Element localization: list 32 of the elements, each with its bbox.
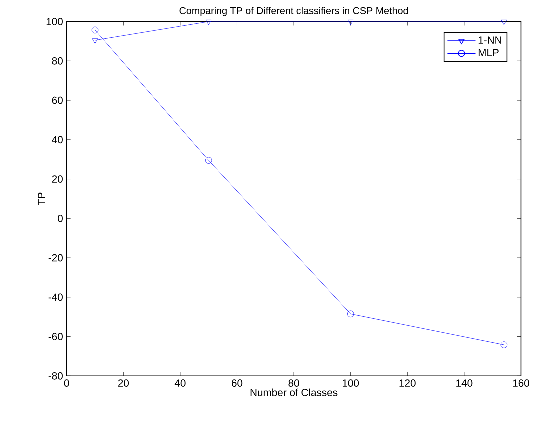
x-tick-label: 40 bbox=[174, 380, 186, 388]
y-tick-label: 0 bbox=[58, 215, 63, 223]
y-tick-label: -80 bbox=[48, 372, 63, 380]
y-axis-title: TP bbox=[38, 193, 46, 206]
x-tick-label: 0 bbox=[64, 380, 70, 388]
y-tick-label: -20 bbox=[48, 254, 63, 262]
legend-label: 1-NN bbox=[478, 36, 502, 44]
point bbox=[206, 20, 212, 26]
point bbox=[501, 20, 508, 26]
y-tick-label: 60 bbox=[52, 97, 63, 104]
point bbox=[205, 157, 212, 164]
x-tick-label: 100 bbox=[342, 380, 360, 388]
y-tick-label: 40 bbox=[52, 136, 63, 144]
point bbox=[348, 20, 354, 26]
y-tick-label: 20 bbox=[52, 176, 63, 184]
y-tick-label: -60 bbox=[48, 333, 63, 341]
x-tick-label: 160 bbox=[513, 380, 530, 388]
y-tick-label: 80 bbox=[52, 58, 63, 66]
x-axis-title: Number of Classes bbox=[250, 389, 338, 397]
x-tick-label: 140 bbox=[456, 380, 473, 388]
x-tick-label: 120 bbox=[400, 380, 416, 388]
x-tick-label: 60 bbox=[232, 380, 243, 388]
point bbox=[500, 342, 508, 349]
y-tick-label: 100 bbox=[46, 18, 63, 26]
point bbox=[347, 311, 354, 318]
x-tick-label: 20 bbox=[118, 380, 130, 388]
point bbox=[92, 27, 99, 34]
legend-label: MLP bbox=[478, 50, 499, 57]
x-tick-label: 80 bbox=[288, 380, 300, 388]
chart-title: Comparing TP of Different classifiers in CSP Method bbox=[180, 7, 408, 17]
y-tick-label: -40 bbox=[48, 294, 63, 302]
point bbox=[92, 38, 98, 44]
